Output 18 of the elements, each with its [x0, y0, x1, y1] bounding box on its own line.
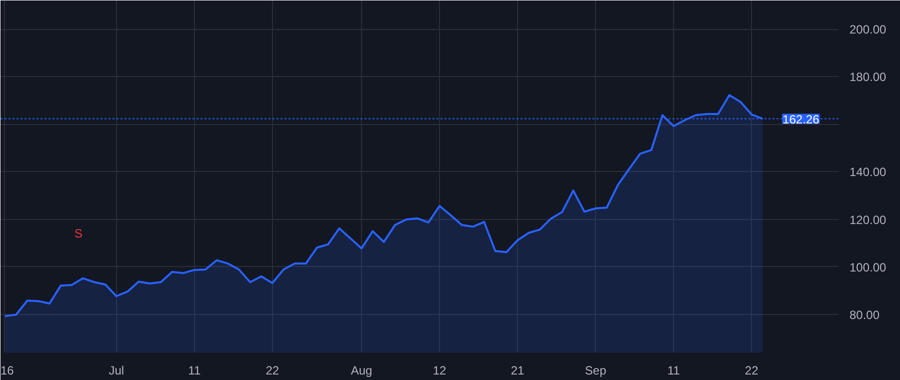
- x-tick-label: 22: [266, 364, 280, 378]
- x-tick-label: 11: [667, 364, 680, 378]
- x-tick-label: 21: [510, 364, 525, 378]
- ref-line-label: 162.26: [782, 112, 820, 126]
- y-tick-label: 100.00: [850, 260, 887, 274]
- x-tick-label: Jul: [108, 364, 124, 378]
- y-tick-label: 180.00: [850, 70, 887, 84]
- x-tick-label: 16: [0, 364, 14, 378]
- x-tick-label: 11: [188, 364, 201, 378]
- y-tick-label: 200.00: [850, 22, 887, 37]
- x-tick-label: 22: [744, 364, 759, 378]
- x-tick-label: 12: [432, 364, 447, 378]
- annotation: S: [74, 226, 83, 240]
- y-tick-label: 140.00: [850, 165, 887, 180]
- x-tick-label: Sep: [584, 364, 607, 378]
- x-tick-label: Aug: [350, 364, 372, 378]
- y-tick-label: 120.00: [850, 212, 887, 227]
- y-tick-label: 80.00: [850, 308, 880, 322]
